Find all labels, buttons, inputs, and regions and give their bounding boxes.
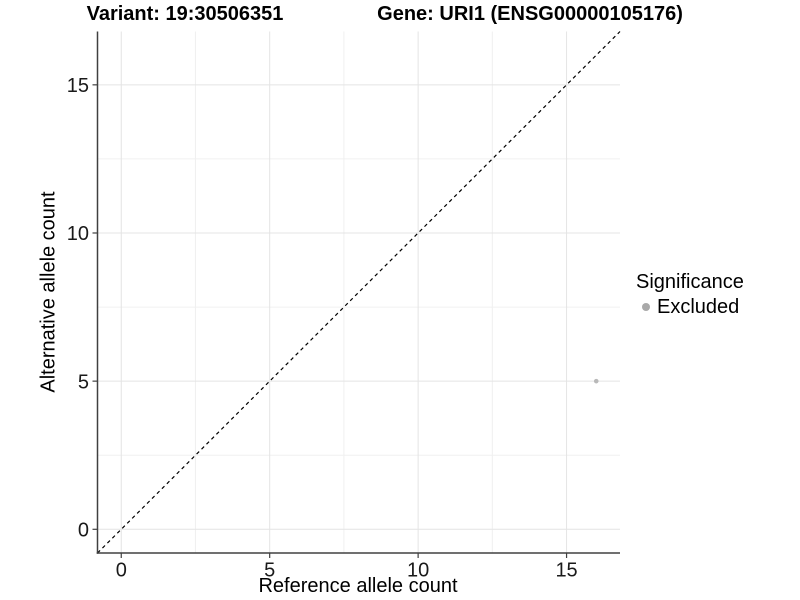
x-axis-title: Reference allele count — [258, 575, 458, 597]
y-tick-label: 5 — [78, 371, 89, 393]
legend-item-excluded: Excluded — [636, 296, 744, 318]
data-point — [593, 378, 599, 384]
plot-title-gene: Gene: URI1 (ENSG00000105176) — [377, 3, 683, 25]
x-tick-label: 10 — [407, 560, 429, 582]
y-tick-label: 0 — [78, 519, 89, 541]
legend-item-label: Excluded — [657, 295, 740, 318]
x-tick-label: 15 — [555, 560, 577, 582]
y-axis-title: Alternative allele count — [37, 191, 60, 393]
legend-title: Significance — [636, 271, 744, 293]
y-tick-label: 15 — [67, 75, 89, 97]
x-tick-label: 5 — [264, 560, 275, 582]
legend-point-icon — [642, 303, 650, 311]
x-tick-label: 0 — [116, 560, 127, 582]
plot-title-variant: Variant: 19:30506351 — [86, 3, 284, 25]
legend: Significance Excluded — [636, 272, 744, 318]
y-tick-label: 10 — [67, 223, 89, 245]
identity-reference-line — [97, 31, 621, 554]
